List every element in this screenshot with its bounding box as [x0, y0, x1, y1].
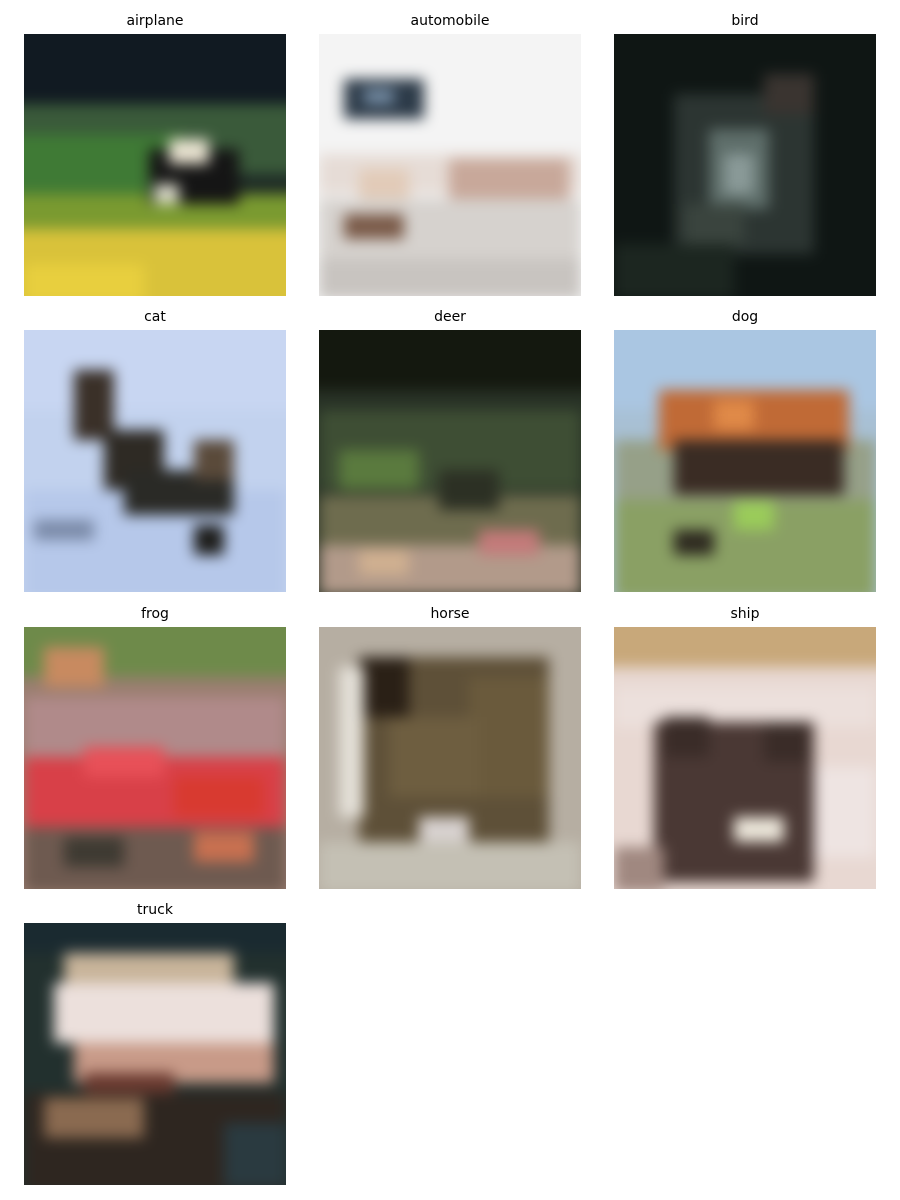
generated-image-cat [24, 330, 286, 592]
blurry-image [24, 923, 286, 1185]
blurry-image [319, 330, 581, 592]
blurry-image [614, 330, 876, 592]
panel-title: ship [730, 606, 760, 622]
generated-image-truck [24, 923, 286, 1185]
panel-title: bird [731, 13, 759, 29]
panel-title: airplane [126, 13, 184, 29]
panel-title: cat [144, 309, 166, 325]
blurry-image [614, 627, 876, 889]
panel-title: deer [434, 309, 466, 325]
panel-title: horse [430, 606, 470, 622]
generated-image-bird [614, 34, 876, 296]
blurry-image [319, 34, 581, 296]
panel-title: automobile [410, 13, 490, 29]
panel-title: frog [141, 606, 169, 622]
blurry-image [24, 330, 286, 592]
blurry-image [614, 34, 876, 296]
generated-image-frog [24, 627, 286, 889]
generated-image-dog [614, 330, 876, 592]
generated-image-automobile [319, 34, 581, 296]
blurry-image [24, 34, 286, 296]
generated-image-ship [614, 627, 876, 889]
generated-image-horse [319, 627, 581, 889]
blurry-image [319, 627, 581, 889]
panel-title: truck [137, 902, 173, 918]
generated-image-airplane [24, 34, 286, 296]
panel-title: dog [731, 309, 759, 325]
generated-image-deer [319, 330, 581, 592]
blurry-image [24, 627, 286, 889]
